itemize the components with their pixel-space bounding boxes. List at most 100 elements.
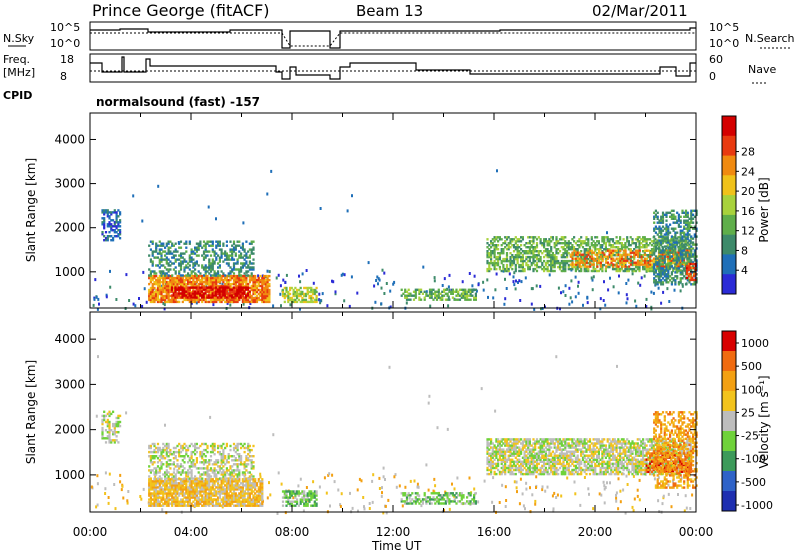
heatmap-cell (252, 290, 255, 294)
heatmap-cell (681, 261, 684, 264)
heatmap-cell (315, 296, 318, 300)
heatmap-cell (690, 261, 693, 264)
heatmap-cell (266, 282, 269, 286)
heatmap-cell (495, 261, 498, 265)
heatmap-cell (197, 270, 200, 273)
heatmap-cell (642, 263, 645, 266)
heatmap-cell (672, 209, 675, 212)
heatmap-cell (187, 272, 190, 275)
heatmap-cell (178, 242, 181, 245)
heatmap-cell (493, 255, 496, 259)
heatmap-cell (695, 277, 698, 280)
heatmap-cell (642, 254, 645, 257)
heatmap-cell (570, 279, 573, 283)
heatmap-cell (520, 236, 523, 239)
heatmap-cell (112, 211, 115, 214)
heatmap-cell (665, 241, 668, 244)
heatmap-cell (685, 266, 689, 270)
heatmap-cell (174, 284, 177, 288)
heatmap-cell (220, 284, 223, 288)
noise-tick-left-high: 10^5 (50, 21, 80, 34)
heatmap-cell (106, 225, 109, 228)
heatmap-cell (517, 281, 519, 284)
heatmap-cell (620, 254, 623, 257)
heatmap-cell (334, 290, 337, 294)
heatmap-cell (581, 240, 585, 243)
heatmap-cell (502, 267, 505, 271)
heatmap-cell (638, 255, 641, 259)
heatmap-cell (156, 294, 160, 298)
heatmap-cell (509, 265, 512, 269)
heatmap-cell (283, 292, 286, 296)
heatmap-cell (243, 250, 246, 253)
heatmap-cell (525, 257, 528, 261)
heatmap-cell (220, 286, 223, 289)
heatmap-cell (202, 288, 205, 291)
heatmap-cell (684, 237, 688, 240)
heatmap-cell (653, 277, 656, 280)
heatmap-cell (599, 254, 602, 257)
heatmap-cell (590, 254, 593, 257)
heatmap-cell (160, 498, 163, 501)
heatmap-cell (615, 499, 618, 503)
heatmap-cell (208, 482, 211, 485)
heatmap-cell (676, 277, 679, 280)
heatmap-cell (420, 288, 423, 291)
heatmap-cell (640, 255, 643, 258)
heatmap-cell (669, 263, 672, 266)
heatmap-cell (643, 238, 646, 241)
heatmap-cell (202, 240, 206, 243)
heatmap-cell (629, 255, 632, 258)
heatmap-cell (162, 498, 165, 501)
heatmap-cell (569, 255, 572, 258)
heatmap-cell (217, 298, 220, 302)
heatmap-cell (190, 496, 193, 499)
heatmap-cell (505, 499, 508, 502)
heatmap-cell (612, 285, 615, 289)
heatmap-cell (548, 244, 551, 247)
heatmap-cell (497, 248, 500, 251)
heatmap-cell (188, 482, 191, 485)
heatmap-cell (227, 254, 230, 257)
heatmap-cell (620, 244, 623, 247)
heatmap-cell (571, 257, 574, 260)
heatmap-cell (174, 486, 177, 489)
heatmap-cell (528, 246, 531, 249)
heatmap-cell (261, 294, 264, 298)
heatmap-cell (658, 225, 661, 228)
heatmap-cell (456, 476, 459, 480)
heatmap-cell (179, 490, 183, 493)
heatmap-cell (148, 482, 151, 485)
heatmap-cell (240, 284, 243, 288)
heatmap-cell (490, 250, 493, 253)
heatmap-cell (183, 502, 186, 505)
heatmap-cell (259, 278, 262, 282)
heatmap-cell (155, 288, 158, 292)
heatmap-cell (158, 504, 161, 507)
heatmap-cell (199, 502, 202, 505)
heatmap-cell (675, 263, 678, 267)
heatmap-cell (636, 265, 639, 269)
heatmap-cell (620, 242, 623, 245)
heatmap-cell (255, 294, 259, 298)
heatmap-cell (594, 267, 597, 271)
heatmap-cell (486, 242, 489, 245)
heatmap-cell (202, 294, 205, 297)
heatmap-cell (592, 246, 595, 249)
heatmap-cell (234, 244, 237, 247)
heatmap-cell (165, 511, 168, 515)
heatmap-cell (622, 252, 625, 255)
heatmap-cell (326, 304, 329, 308)
heatmap-cell (188, 504, 191, 507)
heatmap-cell (679, 225, 682, 228)
heatmap-cell (160, 288, 163, 292)
heatmap-cell (113, 441, 116, 444)
heatmap-cell (653, 227, 656, 230)
heatmap-cell (668, 300, 671, 303)
heatmap-cell (576, 257, 579, 260)
heatmap-cell (660, 255, 663, 258)
heatmap-cell (103, 221, 106, 224)
heatmap-cell (297, 298, 300, 302)
heatmap-cell (491, 250, 494, 253)
heatmap-cell (264, 294, 267, 298)
